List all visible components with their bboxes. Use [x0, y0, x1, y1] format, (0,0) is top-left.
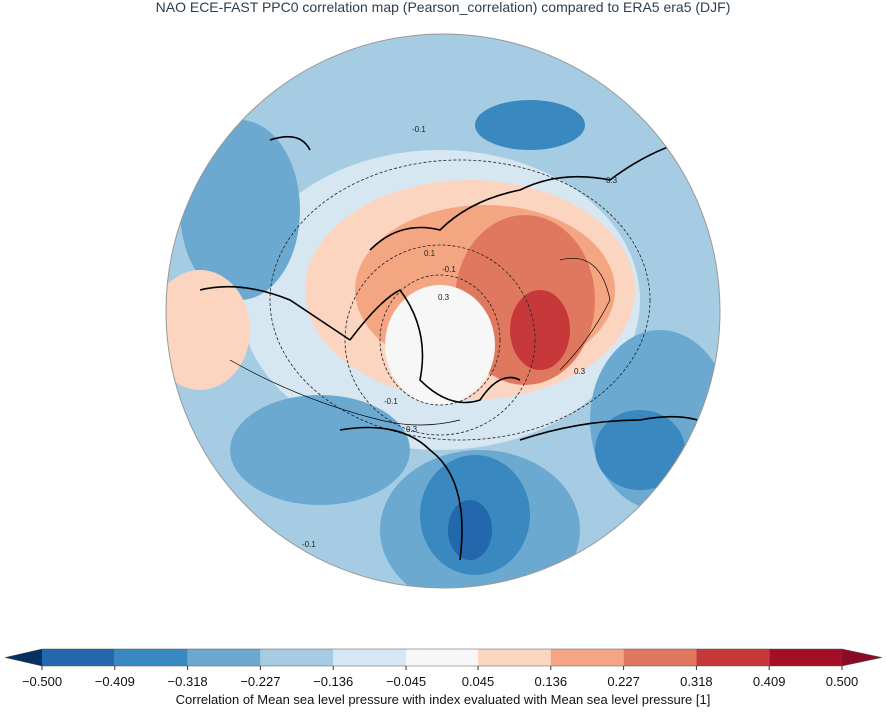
tick-label: −0.409 — [95, 674, 135, 689]
tick-label: 0.227 — [607, 674, 640, 689]
tick-label: 0.500 — [826, 674, 859, 689]
tick-label: −0.318 — [168, 674, 208, 689]
contour-label: -0.1 — [412, 125, 426, 134]
tick-label: −0.500 — [22, 674, 62, 689]
tick-label: 0.409 — [753, 674, 786, 689]
colorbar-bin — [550, 649, 624, 666]
contour-label: -0.1 — [384, 397, 398, 406]
tick-label: −0.136 — [313, 674, 353, 689]
tick-label: 0.045 — [462, 674, 495, 689]
contour-label: 0.3 — [606, 176, 618, 185]
contour-label: -0.1 — [442, 265, 456, 274]
tick-label: −0.227 — [240, 674, 280, 689]
colorbar-bin — [333, 649, 406, 666]
contour-label: 0.1 — [424, 249, 436, 258]
map-border — [165, 33, 721, 589]
colorbar: −0.500 −0.409 −0.318 −0.227 −0.136 −0.045 0.04… — [4, 648, 883, 689]
colorbar-extend — [842, 649, 882, 666]
tick-label: 0.136 — [535, 674, 568, 689]
colorbar-bin — [478, 649, 551, 666]
colorbar-bin — [187, 649, 261, 666]
colorbar-bin — [42, 649, 115, 666]
tick-label: 0.318 — [680, 674, 713, 689]
colorbar-bin — [696, 649, 770, 666]
contour-label: -0.1 — [302, 540, 316, 549]
colorbar-bin — [260, 649, 334, 666]
tick-label: −0.045 — [386, 674, 426, 689]
contour-label: 0.3 — [574, 367, 586, 376]
map — [166, 34, 720, 588]
contour-label: 0.3 — [438, 293, 450, 302]
colorbar-bin — [114, 649, 188, 666]
colorbar-bin — [406, 649, 478, 666]
contour-label: 0.3 — [406, 425, 418, 434]
colorbar-label: Correlation of Mean sea level pressure w… — [176, 692, 711, 707]
colorbar-bin — [769, 649, 842, 666]
colorbar-extend — [5, 649, 42, 666]
colorbar-bin — [623, 649, 697, 666]
chart-title: NAO ECE-FAST PPC0 correlation map (Pears… — [156, 0, 731, 15]
